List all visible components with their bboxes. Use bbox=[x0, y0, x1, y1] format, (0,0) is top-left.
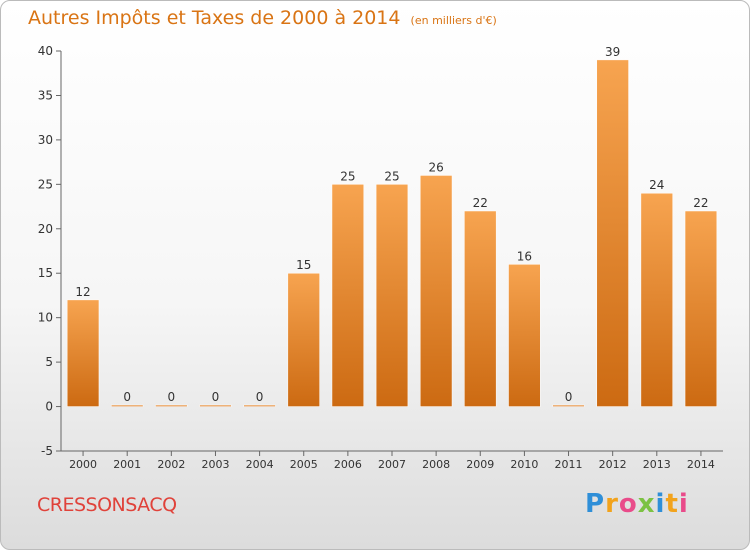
data-label-2003: 0 bbox=[212, 390, 220, 404]
y-tick-label: 20 bbox=[38, 222, 53, 236]
data-label-2010: 16 bbox=[517, 249, 532, 263]
bar-2012 bbox=[596, 59, 629, 407]
x-tick-label: 2007 bbox=[378, 458, 406, 471]
data-label-2002: 0 bbox=[168, 390, 176, 404]
y-tick-label: -5 bbox=[41, 444, 53, 458]
chart-bars bbox=[66, 59, 718, 407]
x-tick-label: 2001 bbox=[113, 458, 141, 471]
x-tick-label: 2005 bbox=[290, 458, 318, 471]
chart-title-text: Autres Impôts et Taxes de 2000 à 2014 bbox=[28, 7, 401, 29]
chart-data-labels: 12 0 0 0 0 15 25 25 26 22 16 0 39 24 22 bbox=[75, 45, 708, 404]
data-label-2006: 25 bbox=[340, 169, 355, 183]
x-tick-label: 2009 bbox=[466, 458, 494, 471]
bar-2006 bbox=[331, 184, 365, 407]
bar-2000 bbox=[66, 299, 100, 407]
bar-2014 bbox=[684, 210, 718, 407]
bar-2001 bbox=[111, 404, 144, 407]
data-label-2009: 22 bbox=[473, 196, 488, 210]
y-tick-label: 35 bbox=[38, 88, 53, 102]
data-label-2012: 39 bbox=[605, 45, 620, 59]
data-label-2013: 24 bbox=[649, 178, 664, 192]
x-tick-label: 2002 bbox=[157, 458, 185, 471]
bar-2010 bbox=[508, 264, 541, 407]
chart-axes: -5 0 5 10 15 20 25 30 35 40 2000 2001 2002 2003 2004 20… bbox=[38, 44, 723, 471]
x-tick-label: 2012 bbox=[599, 458, 627, 471]
x-tick-label: 2003 bbox=[201, 458, 229, 471]
x-tick-label: 2008 bbox=[422, 458, 450, 471]
chart-title: Autres Impôts et Taxes de 2000 à 2014 (e… bbox=[28, 7, 497, 29]
bar-2004 bbox=[243, 404, 276, 407]
data-label-2004: 0 bbox=[256, 390, 264, 404]
y-tick-label: 0 bbox=[45, 400, 53, 414]
x-tick-label: 2000 bbox=[69, 458, 97, 471]
y-tick-label: 10 bbox=[38, 311, 53, 325]
y-tick-label: 15 bbox=[38, 266, 53, 280]
x-tick-label: 2014 bbox=[687, 458, 715, 471]
x-tick-label: 2006 bbox=[334, 458, 362, 471]
proxiti-logo[interactable]: Proxiti bbox=[585, 489, 689, 519]
x-tick-label: 2010 bbox=[510, 458, 538, 471]
bar-2013 bbox=[640, 192, 673, 407]
data-label-2000: 12 bbox=[75, 285, 90, 299]
bar-2009 bbox=[464, 210, 497, 407]
y-tick-label: 30 bbox=[38, 133, 53, 147]
data-label-2005: 15 bbox=[296, 258, 311, 272]
data-label-2008: 26 bbox=[428, 160, 443, 174]
x-tick-label: 2013 bbox=[643, 458, 671, 471]
bar-2011 bbox=[552, 404, 585, 407]
y-tick-label: 5 bbox=[45, 355, 53, 369]
bar-2002 bbox=[155, 404, 188, 407]
chart-unit: (en milliers d'€) bbox=[410, 14, 497, 27]
town-name: CRESSONSACQ bbox=[37, 494, 177, 516]
y-tick-label: 40 bbox=[38, 44, 53, 58]
data-label-2001: 0 bbox=[123, 390, 131, 404]
x-tick-label: 2011 bbox=[555, 458, 583, 471]
bar-2007 bbox=[375, 184, 409, 407]
bar-2008 bbox=[419, 175, 453, 407]
data-label-2007: 25 bbox=[384, 169, 399, 183]
bar-2005 bbox=[287, 272, 320, 407]
y-tick-label: 25 bbox=[38, 177, 53, 191]
data-label-2014: 22 bbox=[693, 196, 708, 210]
x-tick-label: 2004 bbox=[246, 458, 274, 471]
data-label-2011: 0 bbox=[565, 390, 573, 404]
bar-2003 bbox=[199, 404, 232, 407]
